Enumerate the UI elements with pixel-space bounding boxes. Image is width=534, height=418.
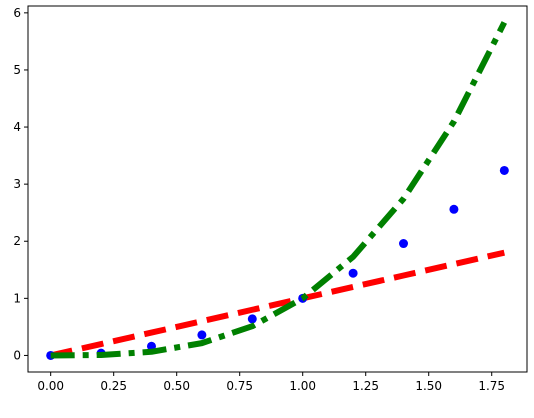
series-1 [46, 165, 509, 360]
series-1-point-6 [348, 268, 358, 278]
x-tick-label-7: 1.75 [478, 379, 505, 393]
y-tick-label-2: 2 [13, 234, 21, 248]
x-tick-label-0: 0.00 [37, 379, 64, 393]
y-tick-label-4: 4 [13, 120, 21, 134]
series-1-point-8 [449, 204, 459, 214]
y-tick-label-5: 5 [13, 63, 21, 77]
series-1-point-4 [247, 314, 257, 324]
series-layer [46, 21, 509, 360]
x-tick-label-3: 0.75 [226, 379, 253, 393]
series-0 [50, 249, 505, 359]
series-1-point-9 [499, 165, 509, 175]
axes-layer: 0.00 0.25 0.50 0.75 1.00 1.25 1.50 1.75 0 1 2 3 4 5 6 [13, 6, 505, 393]
x-tick-label-4: 1.00 [289, 379, 316, 393]
y-tick-label-1: 1 [13, 291, 21, 305]
series-2 [50, 21, 507, 359]
plot-frame [27, 5, 528, 373]
x-tick-label-2: 0.50 [163, 379, 190, 393]
x-tick-label-1: 0.25 [100, 379, 127, 393]
y-tick-label-3: 3 [13, 177, 21, 191]
y-tick-label-6: 6 [13, 6, 21, 20]
series-1-point-7 [399, 239, 409, 249]
series-1-point-3 [197, 330, 207, 340]
series-2-line [50, 21, 507, 359]
y-tick-label-0: 0 [13, 348, 21, 362]
x-tick-label-5: 1.25 [352, 379, 379, 393]
series-0-line [50, 249, 505, 359]
x-tick-label-6: 1.50 [415, 379, 442, 393]
